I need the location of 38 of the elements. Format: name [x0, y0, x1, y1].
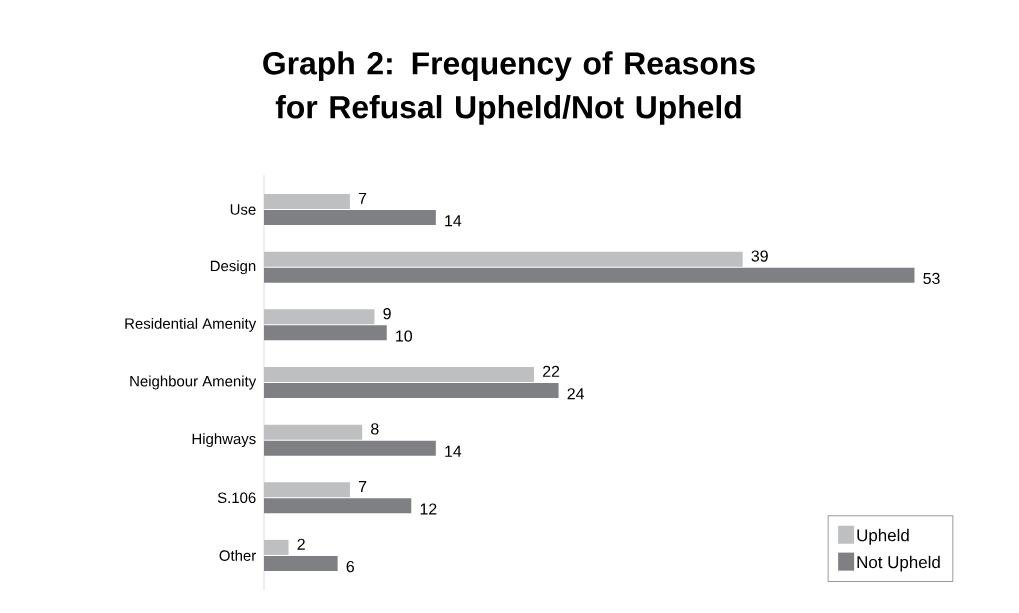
data-label: 14: [445, 445, 462, 457]
bar: [264, 539, 289, 555]
chart-title: Graph 2: Frequency of Reasons for Refusal Upheld/Not Upheld: [263, 51, 755, 125]
data-label: 10: [396, 330, 413, 342]
legend-label: Not Upheld: [857, 555, 940, 572]
data-label: 8: [371, 423, 379, 435]
bar: [264, 498, 412, 514]
bar: [264, 555, 338, 571]
bar: [264, 482, 350, 498]
bar: [264, 251, 743, 267]
bar: [264, 383, 559, 398]
y-tick-label: Other: [219, 549, 256, 561]
data-label: 2: [297, 538, 305, 550]
legend-label: Upheld: [857, 528, 909, 545]
y-tick-label: Design: [210, 260, 256, 275]
y-tick-label: Highways: [192, 433, 256, 448]
bar: [264, 325, 387, 341]
y-tick-label: Residential Amenity: [125, 317, 257, 332]
y-tick-label: Neighbour Amenity: [130, 375, 257, 390]
y-tick-label: S.106: [217, 492, 256, 504]
bar: [264, 367, 535, 382]
bar: [264, 440, 436, 456]
data-label: 39: [751, 250, 768, 262]
bar: [264, 210, 436, 226]
data-label: 53: [923, 272, 940, 285]
data-label: 22: [543, 365, 560, 377]
data-label: 14: [445, 215, 462, 227]
bar: [264, 267, 915, 283]
data-label: 7: [358, 481, 367, 493]
data-label: 24: [567, 388, 585, 400]
data-label: 12: [420, 503, 437, 515]
bar: [264, 309, 375, 325]
data-label: 6: [346, 560, 354, 573]
data-label: 7: [358, 192, 367, 204]
bar: [264, 424, 363, 440]
data-label: 9: [383, 308, 391, 320]
bar: [264, 194, 350, 210]
y-tick-label: Use: [230, 204, 256, 215]
